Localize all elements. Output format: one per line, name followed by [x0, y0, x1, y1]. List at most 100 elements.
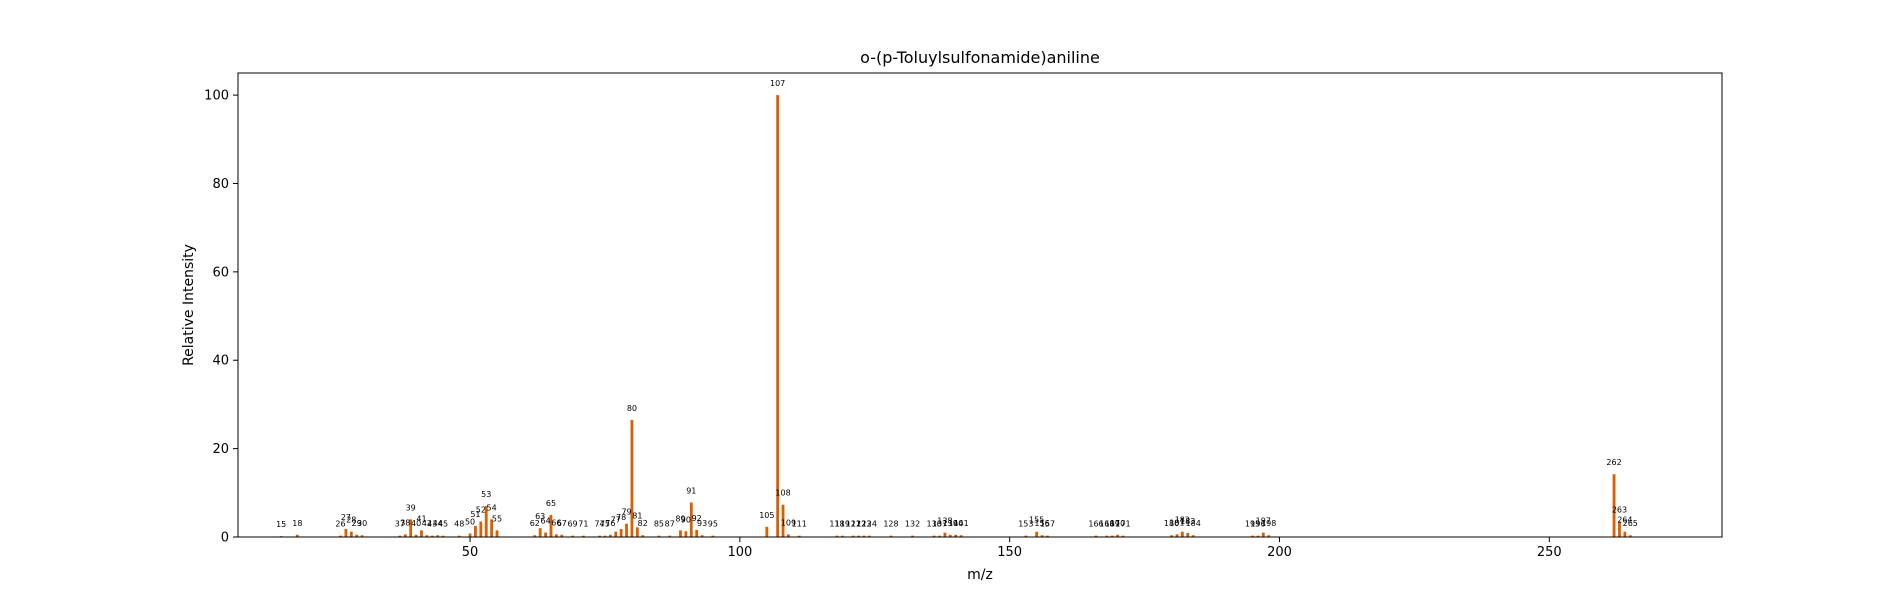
peak-label: 67	[557, 519, 567, 528]
spectrum-bar	[1186, 533, 1190, 537]
peak-label: 55	[492, 514, 502, 523]
peak-label: 64	[540, 517, 550, 526]
spectrum-bar	[603, 535, 607, 537]
y-axis-ticks: 0 20 40 60 80 100	[204, 89, 238, 546]
peak-label: 265	[1623, 519, 1638, 528]
peak-label: 69	[567, 520, 577, 529]
peak-label: 168	[1099, 520, 1114, 529]
peak-label: 63	[535, 512, 545, 521]
spectrum-bar	[1618, 521, 1621, 537]
spectrum-bar	[360, 535, 364, 537]
peak-label: 140	[948, 519, 963, 528]
peak-label: 76	[605, 519, 615, 528]
peak-label: 195	[1245, 520, 1260, 529]
spectrum-bar	[835, 535, 839, 537]
peak-label: 39	[406, 503, 416, 512]
peak-label: 29	[352, 519, 362, 528]
spectrum-bar	[295, 534, 299, 537]
peak-label: 119	[835, 520, 850, 529]
spectrum-bar	[1110, 535, 1114, 537]
spectrum-bar	[1094, 535, 1098, 537]
peak-label: 155	[1029, 516, 1044, 525]
peak-label: 121	[846, 520, 861, 529]
peak-label: 65	[546, 499, 556, 508]
peak-label: 128	[883, 520, 898, 529]
peak-label: 53	[481, 490, 491, 499]
peak-label: 18	[292, 519, 302, 528]
peak-label: 105	[759, 511, 774, 520]
peak-label: 264	[1617, 516, 1632, 525]
peak-label: 157	[1040, 520, 1055, 529]
peak-label: 66	[551, 518, 561, 527]
peak-label: 54	[487, 503, 497, 512]
peak-label: 27	[341, 513, 351, 522]
spectrum-bar	[630, 419, 634, 537]
peak-label: 43	[427, 520, 437, 529]
peak-label: 15	[276, 520, 286, 529]
spectrum-bar	[554, 534, 558, 537]
peak-label: 180	[1164, 519, 1179, 528]
spectrum-bar	[1035, 531, 1039, 537]
peak-label: 74	[594, 520, 604, 529]
spectrum-bar	[1175, 534, 1179, 537]
spectrum-bar	[468, 533, 472, 537]
spectrum-bar	[344, 529, 348, 537]
y-tick-label: 80	[212, 177, 229, 192]
spectrum-bar	[560, 534, 564, 537]
peak-label: 263	[1612, 506, 1627, 515]
y-tick-label: 20	[212, 442, 229, 457]
peak-label: 197	[1256, 517, 1271, 526]
peak-label: 28	[346, 516, 356, 525]
peak-label: 262	[1606, 458, 1621, 467]
spectrum-bar	[349, 531, 353, 537]
x-axis-title: m/z	[967, 567, 993, 583]
peak-label: 166	[1088, 520, 1103, 529]
peak-label: 182	[1175, 516, 1190, 525]
spectrum-bar	[619, 529, 623, 537]
spectrum-bar	[911, 535, 914, 537]
spectrum-bar	[549, 514, 553, 537]
y-tick-label: 100	[204, 89, 229, 104]
spectrum-bar	[1612, 474, 1616, 537]
spectrum-bar	[668, 535, 672, 537]
peak-label: 92	[692, 514, 702, 523]
peak-label: 79	[621, 508, 631, 517]
spectrum-bar	[932, 535, 936, 537]
peak-label: 124	[862, 520, 877, 529]
peak-label: 41	[416, 514, 426, 523]
peak-label: 108	[775, 489, 790, 498]
y-tick-label: 40	[212, 354, 229, 369]
spectrum-bar	[581, 535, 585, 537]
y-tick-label: 60	[212, 265, 229, 280]
peak-label: 87	[665, 520, 675, 529]
peak-label: 45	[438, 520, 448, 529]
peak-label: 91	[686, 487, 696, 496]
spectrum-bar	[700, 535, 704, 537]
spectrum-bar	[695, 529, 699, 537]
spectrum-bar	[490, 519, 494, 537]
x-tick-label: 250	[1537, 545, 1562, 560]
peak-label: 156	[1034, 519, 1049, 528]
peak-label: 139	[943, 519, 958, 528]
spectrum-bar	[954, 534, 958, 537]
spectrum-bar	[441, 535, 445, 537]
spectrum-bar	[711, 535, 715, 537]
peak-label: 75	[600, 520, 610, 529]
spectrum-bar	[544, 532, 547, 537]
spectrum-bar	[1040, 535, 1044, 537]
spectrum-bar	[943, 532, 947, 537]
peak-label: 37	[395, 520, 405, 529]
peak-label: 169	[1105, 520, 1120, 529]
peak-label: 82	[638, 519, 648, 528]
x-tick-label: 50	[462, 545, 479, 560]
peak-label: 153	[1018, 520, 1033, 529]
peak-label: 184	[1186, 519, 1201, 528]
spectrum-bar	[1116, 534, 1120, 537]
spectrum-bar	[409, 519, 413, 537]
peak-label: 136	[926, 520, 941, 529]
spectrum-bar	[857, 535, 860, 537]
peak-label: 90	[681, 515, 691, 524]
spectrum-bar	[414, 534, 418, 537]
spectrum-bar	[867, 535, 871, 537]
